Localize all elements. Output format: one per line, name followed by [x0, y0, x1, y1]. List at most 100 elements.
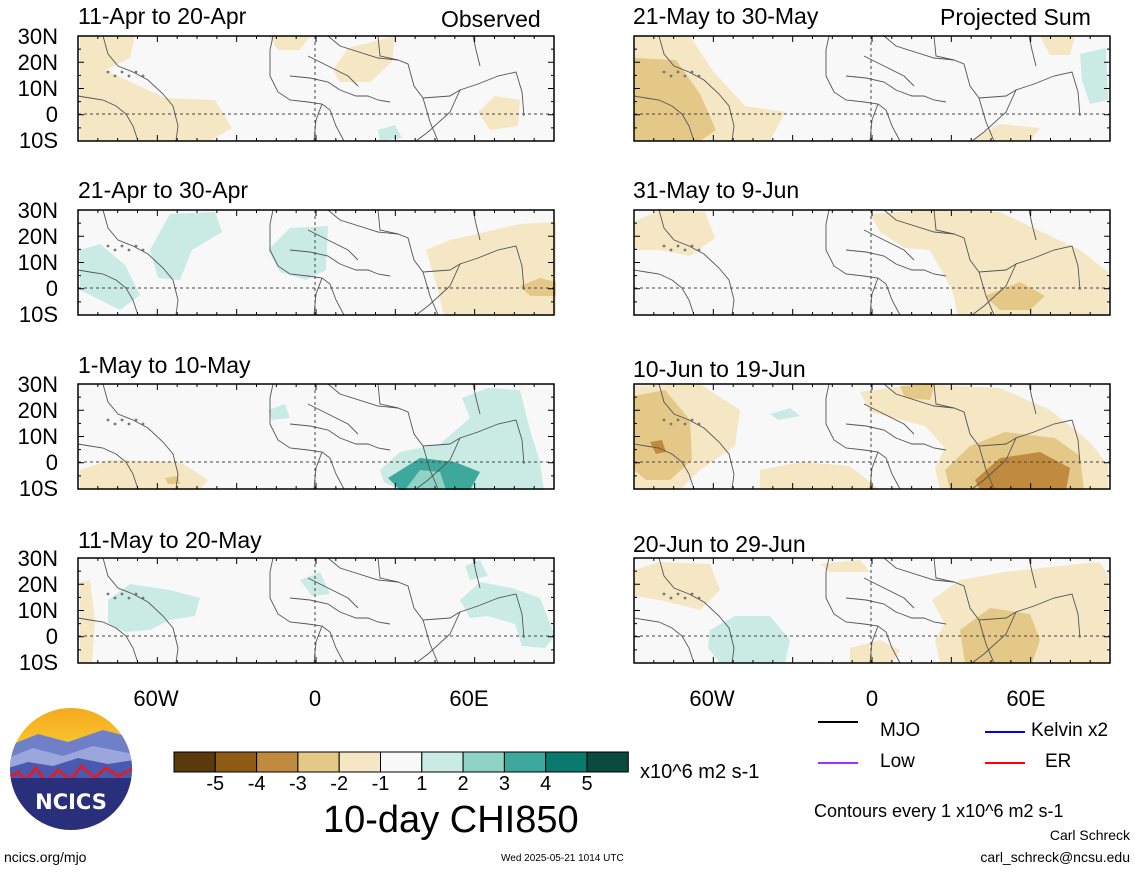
anomaly-shading — [80, 36, 232, 141]
colorbar-swatch — [545, 751, 588, 773]
anomaly-shading — [268, 404, 290, 420]
anomaly-shading — [850, 640, 900, 663]
colorbar — [173, 751, 629, 773]
colorbar-tick-label: -1 — [371, 773, 390, 795]
lon-label: 60W — [689, 686, 735, 711]
colorbar-swatch — [256, 751, 299, 773]
ncics-logo: NCICS — [8, 706, 134, 837]
lat-label: 10N — [17, 598, 58, 623]
coastlines — [77, 557, 525, 664]
colorbar-tick-label: 1 — [416, 773, 428, 795]
panel-title: 11-Apr to 20-Apr — [78, 3, 247, 29]
coastlines — [633, 35, 1081, 142]
map-panel — [77, 209, 556, 316]
colorbar-swatch — [421, 751, 464, 773]
lat-label: 30N — [17, 24, 58, 49]
anomaly-shading — [975, 452, 1070, 490]
anomaly-shading — [150, 212, 222, 280]
colorbar-tick-label: -5 — [206, 773, 225, 795]
author-email: carl_schreck@ncsu.edu — [980, 849, 1130, 865]
coastlines — [633, 209, 1081, 316]
anomaly-shading — [900, 384, 935, 400]
colorbar-swatch — [214, 751, 258, 773]
panel-title: 31-May to 9-Jun — [633, 177, 800, 203]
legend-label-kelvin: Kelvin x2 — [1031, 720, 1109, 741]
anomaly-shading — [770, 408, 800, 420]
lat-label: 0 — [45, 102, 58, 127]
lat-label: 30N — [17, 546, 58, 571]
main-title: 10-day CHI850 — [323, 799, 579, 841]
map-panel — [633, 557, 1111, 664]
lat-label: 30N — [17, 372, 58, 397]
colorbar-swatch — [380, 751, 423, 773]
anomaly-shading — [520, 278, 556, 296]
lon-label: 0 — [308, 686, 322, 711]
colorbar-swatch — [338, 751, 382, 773]
colorbar-units: x10^6 m2 s-1 — [640, 761, 760, 783]
lat-label: 0 — [45, 450, 58, 475]
anomaly-shading — [760, 462, 880, 490]
lon-label: 60W — [133, 686, 179, 711]
legend-line-er — [985, 762, 1025, 764]
lat-label: 10S — [18, 128, 58, 153]
colorbar-tick-label: -3 — [288, 773, 307, 795]
anomaly-shading — [1080, 48, 1108, 104]
colorbar-swatch — [586, 751, 629, 773]
map-panel — [633, 209, 1111, 316]
timestamp: Wed 2025-05-21 1014 UTC — [501, 853, 624, 864]
colorbar-swatch — [462, 751, 505, 773]
lat-label: 0 — [45, 276, 58, 301]
coastlines — [77, 209, 525, 316]
anomaly-shading — [1040, 36, 1075, 55]
anomaly-shading — [634, 390, 692, 480]
anomaly-shading — [460, 582, 555, 648]
map-panel — [633, 35, 1111, 142]
colorbar-tick-label: 5 — [581, 773, 593, 795]
lat-label: 20N — [17, 50, 58, 75]
legend-line-low — [818, 762, 858, 764]
projected-header: Projected Sum — [940, 4, 1091, 30]
colorbar-tick-label: 4 — [540, 773, 552, 795]
lon-label: 60E — [449, 686, 489, 711]
panel-title: 21-May to 30-May — [633, 3, 819, 29]
lat-label: 10N — [17, 250, 58, 275]
panel-title: 20-Jun to 29-Jun — [633, 531, 806, 557]
colorbar-swatch — [173, 751, 216, 773]
map-panel — [77, 35, 555, 142]
lon-label: 60E — [1006, 686, 1046, 711]
anomaly-shading — [165, 476, 180, 484]
anomaly-shading — [465, 560, 488, 580]
map-panel — [77, 557, 555, 664]
lat-label: 20N — [17, 224, 58, 249]
anomaly-shading — [378, 125, 402, 141]
anomaly-shading — [268, 226, 328, 280]
lat-label: 10S — [18, 476, 58, 501]
panel-title: 10-Jun to 19-Jun — [633, 356, 806, 382]
lat-label: 30N — [17, 198, 58, 223]
anomaly-shading — [985, 282, 1045, 310]
anomaly-shading — [634, 210, 715, 256]
colorbar-swatch — [503, 751, 547, 773]
svg-text:NCICS: NCICS — [35, 790, 107, 814]
lat-label: 20N — [17, 572, 58, 597]
lat-label: 20N — [17, 398, 58, 423]
anomaly-shading — [80, 580, 95, 663]
colorbar-tick-label: 3 — [498, 773, 510, 795]
coastlines — [633, 383, 1081, 490]
coastlines — [77, 35, 525, 142]
anomaly-shading — [634, 58, 716, 141]
legend-label-mjo: MJO — [880, 720, 921, 741]
legend-label-er: ER — [1045, 751, 1072, 772]
colorbar-swatch — [297, 751, 340, 773]
observed-header: Observed — [441, 6, 541, 32]
map-panel — [77, 383, 555, 490]
panel-title: 1-May to 10-May — [78, 352, 251, 378]
map-panel — [633, 383, 1111, 490]
lat-label: 10S — [18, 650, 58, 675]
lat-label: 10S — [18, 302, 58, 327]
legend-line-mjo — [818, 721, 858, 723]
anomaly-shading — [426, 222, 556, 316]
panel-title: 11-May to 20-May — [78, 527, 262, 553]
